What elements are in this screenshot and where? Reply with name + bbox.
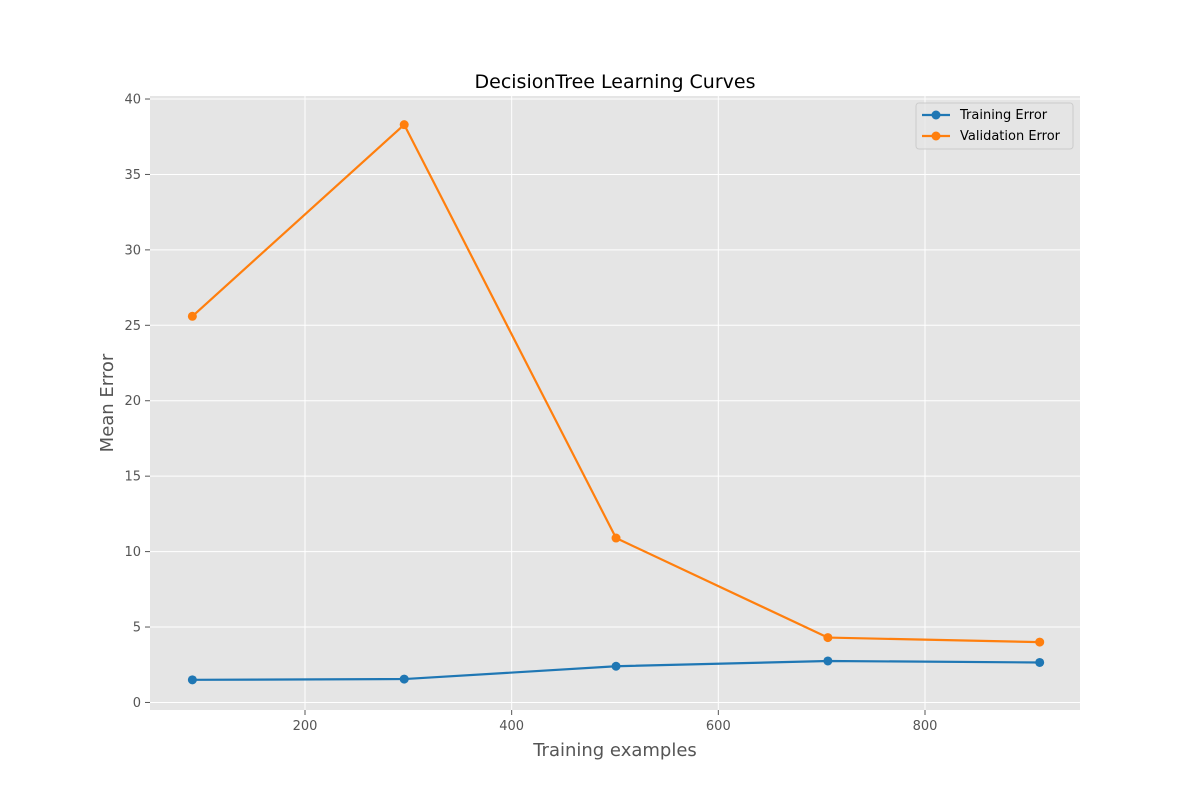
validation-error-point — [187, 311, 197, 321]
grid-lines — [150, 96, 1080, 710]
legend-label-training: Training Error — [959, 108, 1048, 123]
series-layer — [187, 120, 1045, 685]
x-tick-label: 600 — [706, 719, 731, 734]
training-error-point — [187, 675, 197, 685]
y-tick-label: 40 — [124, 93, 141, 108]
legend: Training Error Validation Error — [915, 102, 1074, 150]
legend-label-validation: Validation Error — [960, 129, 1061, 144]
training-error-point — [611, 661, 621, 671]
y-tick-label: 35 — [124, 168, 141, 183]
plot-area — [150, 96, 1080, 710]
x-axis-title: Training examples — [532, 740, 697, 761]
y-tick-label: 25 — [124, 319, 141, 334]
y-axis-title: Mean Error — [97, 353, 118, 452]
axis-ticks: 0 5 10 15 20 25 30 35 40 200 400 600 800 — [124, 93, 937, 734]
validation-error-point — [611, 533, 621, 543]
y-tick-label: 20 — [124, 394, 141, 409]
legend-marker-training — [931, 110, 941, 120]
y-tick-label: 0 — [133, 696, 141, 711]
y-tick-label: 15 — [124, 470, 141, 485]
validation-error-point — [399, 120, 409, 130]
y-tick-label: 10 — [124, 545, 141, 560]
x-tick-label: 800 — [913, 719, 938, 734]
training-error-point — [823, 656, 833, 666]
legend-marker-validation — [931, 131, 941, 141]
training-error-point — [1035, 657, 1045, 667]
training-error-point — [399, 674, 409, 684]
y-tick-label: 30 — [124, 243, 141, 258]
x-tick-label: 200 — [293, 719, 318, 734]
chart-title: DecisionTree Learning Curves — [475, 71, 756, 93]
x-tick-label: 400 — [499, 719, 524, 734]
y-tick-label: 5 — [133, 621, 141, 636]
validation-error-point — [823, 633, 833, 643]
legend-box — [915, 102, 1074, 150]
validation-error-point — [1035, 637, 1045, 647]
